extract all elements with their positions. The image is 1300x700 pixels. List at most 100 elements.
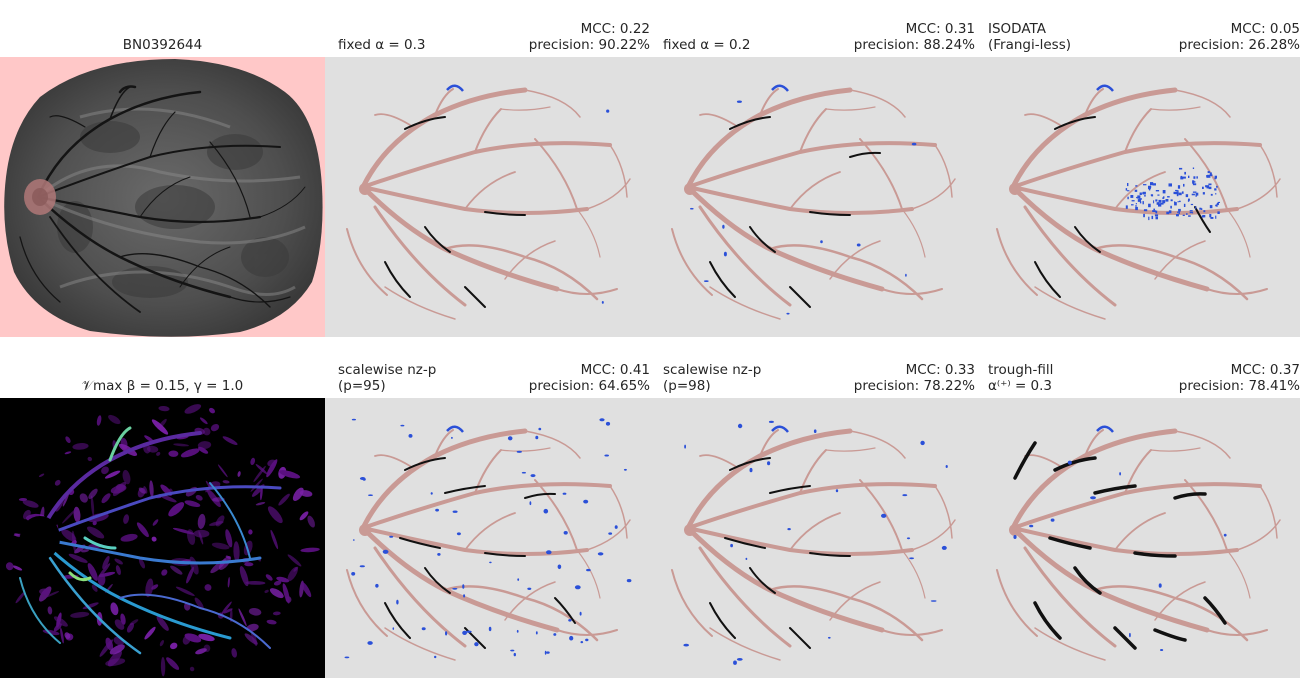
true-positive-mark [1033, 601, 1062, 640]
false-positive-mark [1207, 174, 1211, 178]
ground-truth-vessel [524, 89, 581, 118]
false-positive-mark [856, 243, 861, 247]
true-positive-mark [399, 537, 441, 549]
vesselness-response [53, 623, 62, 632]
false-positive-mark [1090, 496, 1096, 500]
vesselness-response [244, 562, 254, 567]
false-positive-mark [1179, 167, 1183, 170]
false-positive-mark [1153, 208, 1155, 211]
vesselness-response [64, 451, 72, 455]
vesselness-response [282, 583, 290, 604]
false-positive-mark [1067, 460, 1072, 465]
false-positive-mark [1192, 191, 1197, 193]
ground-truth-vessel [474, 449, 502, 494]
false-positive-mark [1162, 197, 1165, 199]
ground-truth-vessel [373, 205, 467, 307]
ground-truth-vessel [374, 454, 411, 467]
true-positive-mark [404, 116, 446, 130]
false-positive-mark [1167, 196, 1170, 198]
vesselness-response [68, 553, 88, 563]
panel-title-area: BN0392644 [0, 0, 325, 57]
false-positive-mark [510, 649, 515, 652]
vesselness-response [198, 530, 204, 545]
ground-truth-vessel [1034, 627, 1106, 661]
vesselness-response [123, 514, 130, 524]
mcc-value: MCC: 0.22 [580, 21, 650, 37]
ground-truth-vessel [464, 171, 516, 210]
panel-title-area: scalewise nz-p (p=98) MCC: 0.33 precision… [650, 341, 975, 398]
true-positive-mark [424, 226, 451, 253]
false-positive-mark [527, 587, 532, 590]
true-positive-mark [1074, 226, 1101, 253]
vesselness-response [108, 414, 121, 425]
false-positive-mark [1135, 185, 1138, 187]
false-positive-mark [1143, 184, 1147, 186]
map-background [325, 398, 650, 678]
false-positive-mark [733, 660, 737, 665]
precision-value: precision: 88.24% [853, 37, 975, 53]
vesselness-response [184, 404, 202, 414]
false-positive-mark [1215, 204, 1217, 207]
panel-title-area: 𝒱max β = 0.15, γ = 1.0 [0, 341, 325, 398]
false-positive-mark [1157, 194, 1160, 196]
optic-disc [1009, 183, 1021, 195]
vesselness-response [293, 566, 299, 572]
segmentation-map [975, 398, 1300, 678]
metrics-label: MCC: 0.22 precision: 90.22% [529, 21, 650, 53]
true-positive-mark [404, 457, 446, 471]
false-positive-mark [1176, 192, 1179, 197]
false-positive-mark [786, 312, 790, 315]
false-positive-mark [1177, 211, 1179, 214]
false-positive-mark [599, 418, 605, 422]
vesselness-response [248, 529, 253, 535]
false-positive-mark [1135, 203, 1137, 205]
false-positive-mark [553, 633, 557, 636]
false-positive-mark [435, 508, 439, 512]
vesselness-response [204, 584, 212, 591]
vesselness-response [170, 565, 183, 575]
false-positive-mark [1148, 188, 1151, 191]
false-positive-mark [1190, 203, 1194, 206]
ground-truth-vessel [1150, 447, 1201, 452]
ground-truth-vessel [524, 430, 581, 459]
false-positive-mark [563, 531, 568, 535]
false-positive-mark [1127, 183, 1129, 187]
true-positive-mark [464, 627, 486, 649]
vesselness-response [182, 635, 191, 645]
false-positive-mark [906, 537, 911, 540]
fundus-image [0, 57, 325, 337]
ground-truth-vessel [825, 447, 876, 452]
vesselness-response [54, 479, 61, 486]
vesselness-response [104, 470, 121, 479]
false-positive-mark [1119, 472, 1121, 476]
ground-truth-vessel [1259, 485, 1278, 539]
metrics-label: MCC: 0.33 precision: 78.22% [854, 362, 975, 394]
vesselness-response [144, 626, 156, 640]
false-positive-mark [684, 444, 686, 449]
false-positive-mark [359, 477, 366, 480]
false-positive-mark [488, 626, 492, 632]
false-positive-mark [626, 579, 632, 583]
panel-title-area: trough-fill α⁽⁺⁾ = 0.3 MCC: 0.37 precisio… [975, 341, 1300, 398]
mcc-value: MCC: 0.37 [1230, 362, 1300, 378]
false-positive-mark [351, 418, 356, 421]
false-positive-mark [585, 638, 589, 642]
vesselness-response [38, 473, 45, 478]
vesselness-response [45, 591, 60, 598]
ground-truth-vessel [859, 479, 903, 551]
ground-truth-vessel [911, 178, 956, 210]
segmentation-map [325, 57, 650, 337]
false-positive-mark [529, 501, 532, 506]
false-positive-mark [771, 425, 789, 433]
false-positive-mark [1160, 202, 1164, 205]
method-label: fixed α = 0.2 [663, 37, 751, 53]
panel-title-area: ISODATA (Frangi-less) MCC: 0.05 precision… [975, 0, 1300, 57]
false-positive-mark [1214, 188, 1217, 191]
vesselness-response [267, 506, 283, 524]
ground-truth-vessel [671, 228, 713, 296]
precision-value: precision: 26.28% [1178, 37, 1300, 53]
false-positive-mark [544, 650, 547, 655]
ground-truth-vessel [849, 89, 906, 118]
ground-truth-vessel [698, 546, 792, 648]
panel-original: BN0392644 [0, 0, 325, 340]
